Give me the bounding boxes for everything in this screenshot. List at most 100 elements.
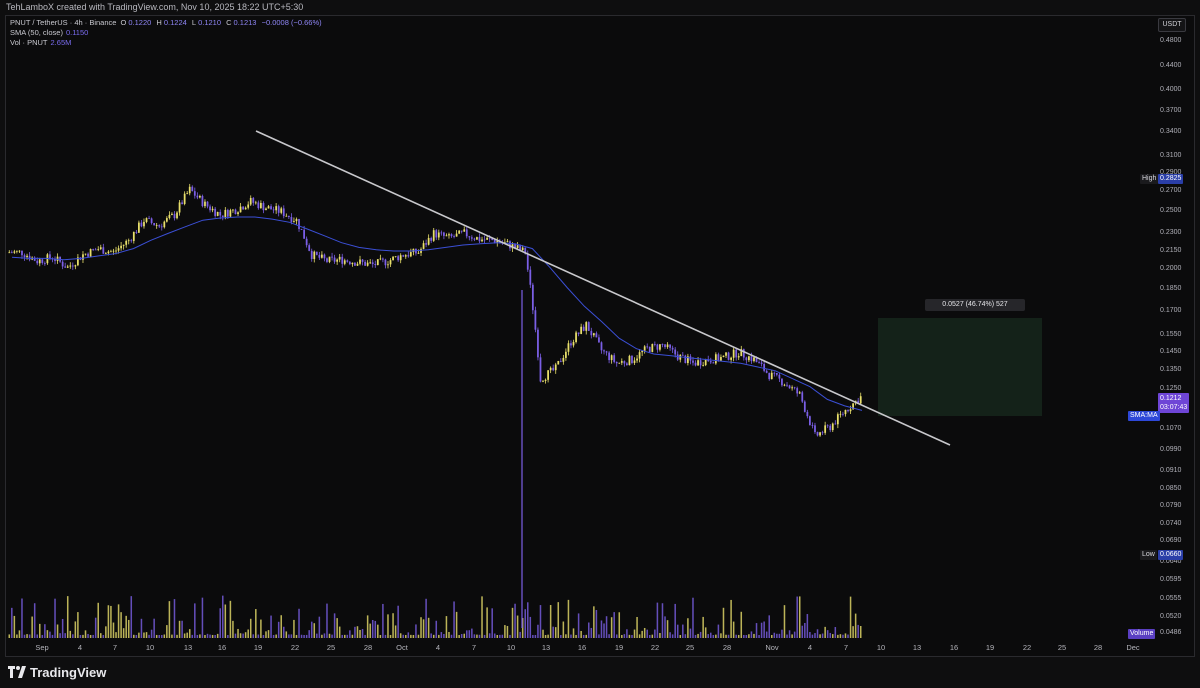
candle-body	[206, 201, 209, 207]
trendline[interactable]	[255, 130, 951, 446]
candle-body	[648, 346, 651, 352]
volume-bar	[122, 628, 125, 638]
candle-body	[735, 349, 738, 358]
volume-bar	[524, 609, 526, 638]
low-tag-label: Low	[1142, 551, 1155, 558]
volume-bar	[788, 630, 791, 638]
volume-bar	[585, 634, 587, 638]
candle-body	[399, 255, 402, 261]
volume-bar	[224, 604, 227, 638]
volume-bar	[849, 596, 852, 638]
candle-body	[826, 425, 829, 427]
volume-bar	[641, 630, 643, 638]
volume-bar	[18, 630, 21, 638]
candle-body	[531, 284, 534, 311]
low-value: 0.1210	[198, 18, 222, 27]
candle-body	[18, 250, 21, 252]
volume-bar	[468, 630, 471, 638]
candle-body	[382, 258, 384, 260]
candle-body	[138, 222, 140, 233]
volume-bar	[349, 630, 351, 638]
open-label: O	[120, 18, 127, 27]
volume-bar	[331, 634, 333, 638]
candle-body	[575, 332, 577, 343]
current-price-value: 0.1212	[1160, 395, 1182, 402]
candle-body	[763, 363, 766, 371]
volume-bar	[229, 600, 232, 638]
candle-body	[16, 250, 18, 252]
volume-bar	[377, 624, 379, 638]
volume-bar	[753, 633, 755, 638]
candle-body	[519, 245, 522, 251]
candle-body	[557, 361, 560, 365]
candle-body	[244, 207, 247, 210]
legend-sma-row[interactable]: SMA (50, close) 0.1150	[10, 28, 325, 38]
volume-bar	[135, 634, 138, 638]
date-tick-label: 10	[876, 643, 886, 652]
volume-bar	[138, 632, 140, 638]
tradingview-logo[interactable]: TradingView	[8, 664, 106, 680]
candle-body	[117, 248, 120, 251]
candle-body	[308, 245, 311, 251]
candle-body	[84, 253, 87, 255]
volume-bar	[481, 596, 483, 638]
candle-body	[143, 221, 145, 227]
candle-body	[387, 264, 389, 266]
candle-body	[10, 252, 13, 254]
volume-bar	[499, 634, 501, 638]
candle-body	[760, 362, 763, 364]
volume-bar	[64, 633, 66, 638]
candle-body	[94, 249, 97, 251]
candle-body	[488, 237, 491, 239]
candle-body	[783, 384, 786, 386]
candle-body	[549, 367, 552, 371]
volume-bar	[346, 634, 349, 638]
volume-bar	[171, 634, 173, 638]
currency-button[interactable]: USDT	[1158, 18, 1186, 32]
volume-bar	[488, 633, 491, 638]
candle-body	[839, 413, 842, 415]
candle-body	[521, 247, 524, 251]
volume-bar	[61, 618, 64, 638]
candle-body	[554, 364, 557, 371]
volume-bar	[844, 633, 847, 638]
volume-bar	[575, 634, 577, 638]
volume-bar	[791, 634, 793, 638]
volume-bar	[565, 634, 567, 638]
volume-bar	[453, 601, 455, 638]
candle-body	[341, 256, 344, 264]
target-zone[interactable]	[878, 318, 1042, 416]
symbol-name[interactable]: PNUT / TetherUS · 4h · Binance	[10, 18, 117, 27]
volume-bar	[646, 629, 648, 638]
candle-body	[145, 218, 148, 222]
volume-bar	[732, 621, 735, 638]
volume-bar	[722, 607, 725, 638]
date-tick-label: 28	[722, 643, 732, 652]
volume-bar	[516, 615, 519, 638]
measure-label[interactable]: 0.0527 (46.74%) 527	[925, 299, 1025, 311]
volume-value: 2.65M	[50, 38, 72, 47]
candle-body	[272, 209, 275, 211]
volume-bar	[270, 615, 272, 638]
volume-bar	[534, 634, 537, 638]
candle-body	[572, 342, 575, 346]
sma-tag: SMA:MA	[1128, 411, 1160, 421]
volume-bar	[737, 634, 740, 638]
volume-bar	[267, 630, 270, 638]
volume-bar	[21, 598, 23, 638]
candle-body	[425, 243, 427, 245]
volume-bar	[316, 633, 318, 638]
volume-bar	[707, 634, 709, 638]
chart-credit: TehLamboX created with TradingView.com, …	[0, 0, 1200, 14]
volume-bar	[59, 633, 61, 638]
candle-body	[328, 256, 331, 262]
volume-bar	[356, 626, 359, 638]
candle-body	[384, 259, 387, 266]
candle-body	[239, 206, 242, 213]
volume-bar	[321, 634, 323, 638]
volume-bar	[133, 634, 135, 638]
volume-tag: Volume	[1128, 629, 1156, 639]
legend-volume-row[interactable]: Vol · PNUT 2.65M	[10, 38, 325, 48]
volume-bar	[94, 617, 97, 638]
